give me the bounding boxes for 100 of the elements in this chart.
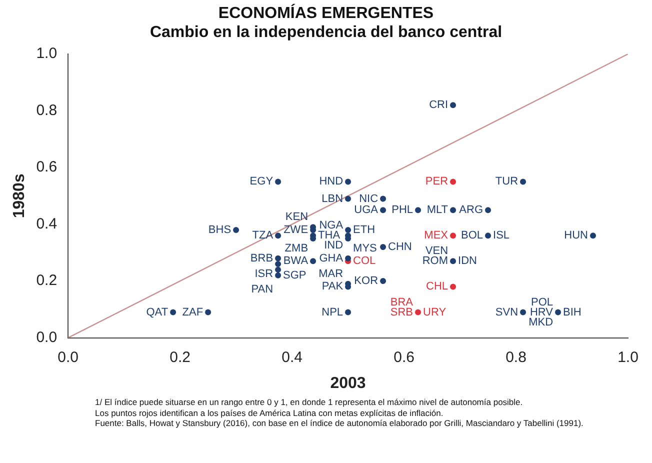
point [520, 178, 526, 185]
annotation: BRB [250, 252, 274, 264]
annotation: COL [353, 255, 376, 268]
point [450, 207, 456, 214]
annotation: SGP [283, 269, 306, 282]
annotation: ZMB [284, 242, 308, 254]
annotation: IDN [458, 255, 478, 268]
point [555, 309, 562, 316]
annotation: NPL [322, 306, 344, 318]
annotation: ZAF [182, 306, 204, 318]
point [275, 266, 282, 273]
annotation: ROM [422, 255, 448, 268]
point [380, 207, 386, 214]
x-tick-label: 0.6 [394, 348, 414, 366]
x-tick-label: 0.2 [170, 348, 190, 366]
annotation: TZA [252, 230, 274, 242]
point [275, 178, 282, 185]
annotation: ISR [254, 268, 274, 280]
annotation: MKD [528, 316, 554, 328]
point [450, 284, 456, 290]
point [275, 232, 282, 239]
chart-subtitle: Cambio en la independencia del banco central [148, 23, 504, 42]
annotation: PHL [392, 204, 414, 216]
annotation: URY [423, 306, 447, 318]
annotation: BOL [461, 230, 484, 242]
point [450, 258, 456, 264]
annotation: HUN [564, 230, 588, 242]
annotation: GHA [319, 252, 344, 264]
point [275, 255, 282, 262]
point [590, 232, 596, 239]
point [450, 178, 456, 185]
annotation: UGA [354, 204, 379, 216]
x-tick-label: 0.4 [282, 348, 302, 366]
point [233, 226, 240, 233]
annotation: BRA [390, 296, 414, 308]
point [345, 309, 352, 316]
annotation: KEN [285, 211, 308, 224]
annotation: ARG [459, 204, 484, 216]
point [275, 272, 282, 278]
annotation: IND [324, 240, 344, 252]
point [415, 207, 422, 214]
y-tick-label: 0.6 [36, 158, 58, 176]
annotation: SVN [495, 306, 518, 318]
annotation: BIH [563, 306, 582, 318]
chart-title: ECONOMÍAS EMERGENTES [217, 4, 435, 23]
annotation: PAK [322, 280, 344, 293]
point [205, 309, 212, 316]
annotation: CRI [429, 99, 448, 112]
y-tick-label: 0.2 [36, 272, 58, 290]
point [380, 244, 386, 250]
annotation: NGA [319, 220, 344, 232]
source-note: Fuente: Balls, Howat y Stansbury (2016), con base en el índice de autonomía elaborado por Grilli, Masciandaro y Tabellini (1991). [95, 418, 584, 428]
point [345, 196, 352, 202]
annotation: SRB [390, 306, 414, 318]
point [450, 232, 456, 239]
annotation: ETH [353, 224, 376, 236]
annotation: THA [318, 230, 341, 242]
annotation: HND [319, 176, 344, 188]
y-tick-label: 0.4 [36, 215, 58, 232]
annotation: LBN [322, 192, 344, 205]
annotation: BHS [208, 224, 232, 236]
point [345, 178, 352, 185]
point [485, 232, 492, 239]
annotation: MAR [318, 268, 344, 280]
x-tick-label: 0.8 [506, 348, 526, 366]
y-tick-label: 0.8 [36, 102, 58, 119]
annotation: MYS [353, 242, 377, 254]
point [450, 102, 456, 108]
x-axis-title: 2003 [330, 374, 366, 392]
annotation: POL [530, 296, 554, 308]
annotation: MLT [426, 204, 448, 216]
y-tick-label: 0.0 [36, 328, 58, 346]
point [170, 309, 176, 316]
point [380, 196, 386, 202]
annotation: ISL [493, 230, 510, 242]
annotation: CHL [426, 280, 448, 293]
x-tick-label: 1.0 [618, 348, 638, 366]
annotation: BWA [283, 255, 309, 268]
annotation: KOR [354, 275, 378, 288]
y-axis-title: 1980s [11, 174, 28, 218]
point [345, 255, 352, 262]
point [380, 278, 386, 284]
annotation: CHN [388, 241, 412, 254]
annotation: PER [425, 176, 448, 188]
point [520, 309, 526, 316]
point [415, 309, 422, 316]
point [345, 226, 352, 233]
annotation: TUR [495, 176, 518, 188]
annotation: EGY [250, 176, 274, 188]
annotation: PAN [251, 284, 274, 296]
point [275, 261, 282, 268]
annotation: VEN [425, 245, 448, 258]
text: Los puntos rojos identifican a los países de América Latina con metas explícitas de inflación. [95, 408, 444, 418]
x-tick-label: 0.0 [58, 348, 78, 366]
point [310, 258, 316, 264]
text: 1/ El índice puede situarse en un rango entre 0 y 1, en donde 1 representa el máximo nivel de autonomía posible. [95, 397, 524, 408]
annotation: NIC [359, 192, 378, 205]
annotation: QAT [146, 306, 168, 318]
annotation: MEX [424, 230, 449, 242]
y-tick-label: 1.0 [36, 45, 58, 62]
